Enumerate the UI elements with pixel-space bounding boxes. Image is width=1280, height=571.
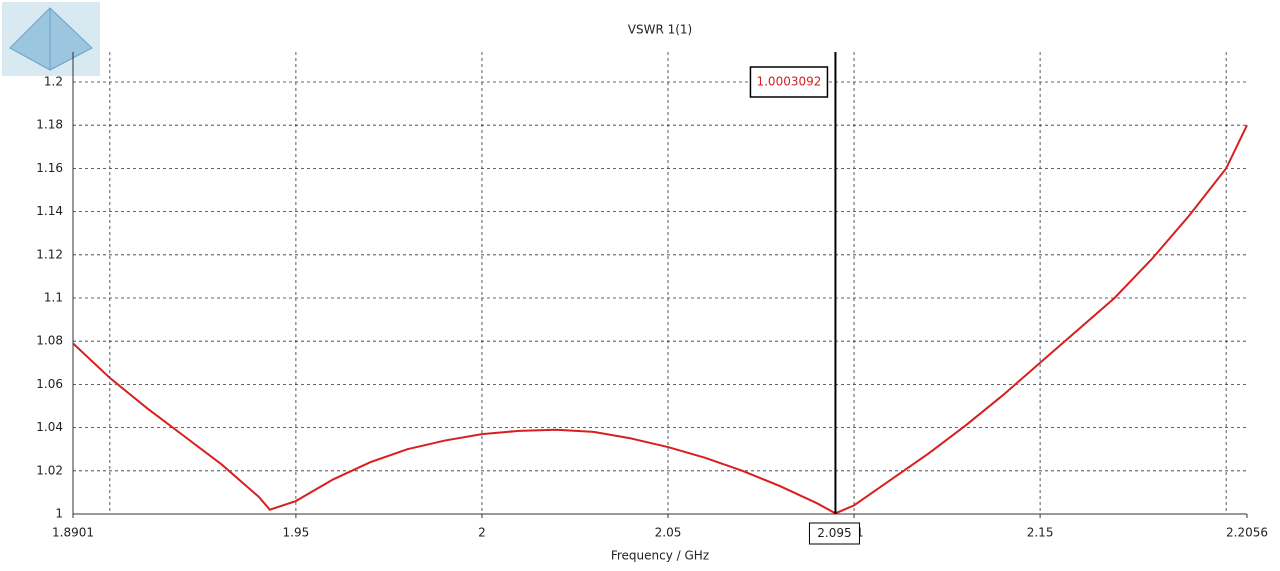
x-axis-label: Frequency / GHz — [611, 549, 709, 563]
marker-value-label: 1.0003092 — [756, 75, 821, 89]
marker-value-box — [749, 66, 829, 98]
logo — [2, 2, 100, 76]
chart-title: VSWR 1(1) — [628, 23, 692, 37]
x-tick-label: 2.2056 — [1226, 526, 1268, 540]
marker-x-label: 2.095 — [817, 526, 851, 540]
x-tick-label: 2.05 — [655, 526, 682, 540]
y-tick-label: 1.06 — [36, 377, 63, 391]
y-tick-label: 1.18 — [36, 118, 63, 132]
x-tick-label: 2 — [478, 526, 486, 540]
y-tick-label: 1.2 — [44, 75, 63, 89]
y-tick-label: 1.12 — [36, 247, 63, 261]
y-tick-label: 1.04 — [36, 420, 63, 434]
y-tick-label: 1.1 — [44, 291, 63, 305]
y-tick-label: 1 — [55, 507, 63, 521]
x-tick-label: 1.8901 — [52, 526, 94, 540]
y-tick-label: 1.02 — [36, 463, 63, 477]
y-tick-label: 1.16 — [36, 161, 63, 175]
y-tick-label: 1.08 — [36, 334, 63, 348]
x-tick-label: 1.95 — [283, 526, 310, 540]
x-tick-label: 2.15 — [1027, 526, 1054, 540]
marker-x-box — [808, 522, 860, 545]
series-line — [72, 124, 1248, 515]
y-tick-label: 1.14 — [36, 204, 63, 218]
